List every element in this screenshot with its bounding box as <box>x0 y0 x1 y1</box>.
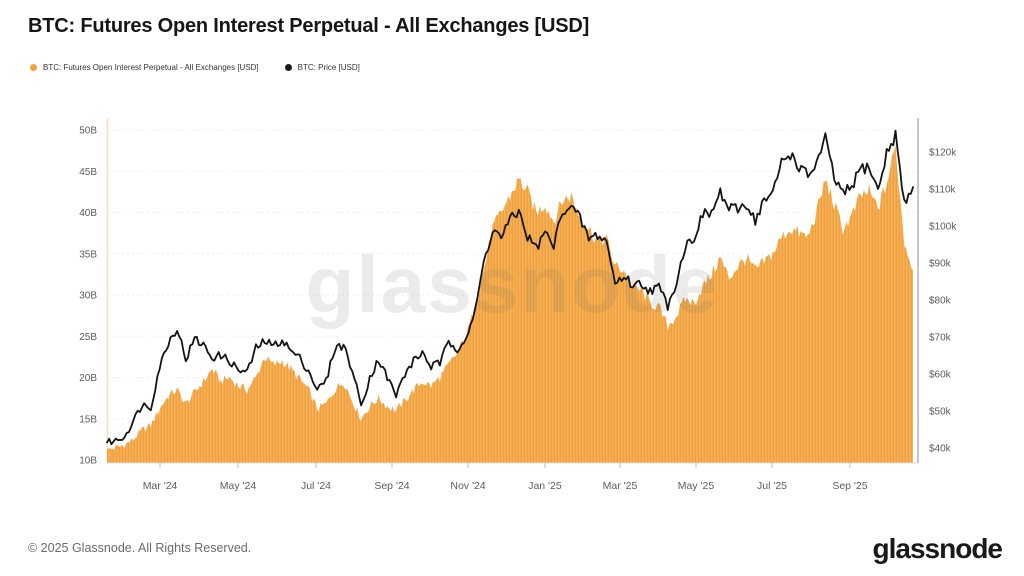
price-line <box>106 129 914 446</box>
svg-text:40B: 40B <box>79 208 97 219</box>
svg-text:Mar '25: Mar '25 <box>603 480 638 492</box>
svg-text:$80k: $80k <box>929 296 952 307</box>
svg-text:Jan '25: Jan '25 <box>528 480 562 492</box>
svg-text:Jul '25: Jul '25 <box>757 480 787 492</box>
legend-label: BTC: Price [USD] <box>297 63 360 72</box>
svg-text:$50k: $50k <box>929 407 952 418</box>
right-axis-labels: $40k $50k $60k $70k $80k $90k $100k $110k $120k <box>929 148 957 455</box>
legend-item-open-interest: BTC: Futures Open Interest Perpetual - A… <box>30 63 259 72</box>
svg-text:15B: 15B <box>79 414 97 425</box>
svg-text:Nov '24: Nov '24 <box>450 480 485 492</box>
svg-text:35B: 35B <box>79 249 97 260</box>
watermark: glassnode <box>306 240 720 329</box>
svg-text:10B: 10B <box>79 456 97 467</box>
svg-text:$90k: $90k <box>929 259 952 270</box>
svg-text:25B: 25B <box>79 332 97 343</box>
svg-text:$110k: $110k <box>929 185 957 196</box>
page-title: BTC: Futures Open Interest Perpetual - A… <box>28 15 590 37</box>
legend-label: BTC: Futures Open Interest Perpetual - A… <box>43 63 259 72</box>
svg-text:May '24: May '24 <box>220 480 257 492</box>
svg-text:Sep '24: Sep '24 <box>374 480 409 492</box>
svg-text:Mar '24: Mar '24 <box>143 480 178 492</box>
svg-text:50B: 50B <box>79 126 97 137</box>
legend: BTC: Futures Open Interest Perpetual - A… <box>30 63 360 72</box>
svg-text:$40k: $40k <box>929 444 952 455</box>
svg-text:$70k: $70k <box>929 333 952 344</box>
left-axis-labels: 10B 15B 20B 25B 30B 35B 40B 45B 50B <box>79 126 97 467</box>
svg-text:20B: 20B <box>79 373 97 384</box>
open-interest-dot-icon <box>30 64 37 71</box>
legend-item-price: BTC: Price [USD] <box>284 63 360 72</box>
svg-text:Sep '25: Sep '25 <box>832 480 867 492</box>
glassnode-logo: glassnode <box>872 533 1003 564</box>
svg-text:$100k: $100k <box>929 222 957 233</box>
svg-text:45B: 45B <box>79 167 97 178</box>
price-dot-icon <box>284 64 292 71</box>
svg-text:Jul '24: Jul '24 <box>301 480 331 492</box>
svg-text:30B: 30B <box>79 291 97 302</box>
open-interest-area <box>107 144 913 463</box>
x-axis-labels: Mar '24 May '24 Jul '24 Sep '24 Nov '24 Jan '… <box>143 463 868 492</box>
svg-text:May '25: May '25 <box>678 480 715 492</box>
svg-text:$60k: $60k <box>929 370 952 381</box>
copyright-text: © 2025 Glassnode. All Rights Reserved. <box>28 541 252 555</box>
svg-text:$120k: $120k <box>929 148 957 159</box>
